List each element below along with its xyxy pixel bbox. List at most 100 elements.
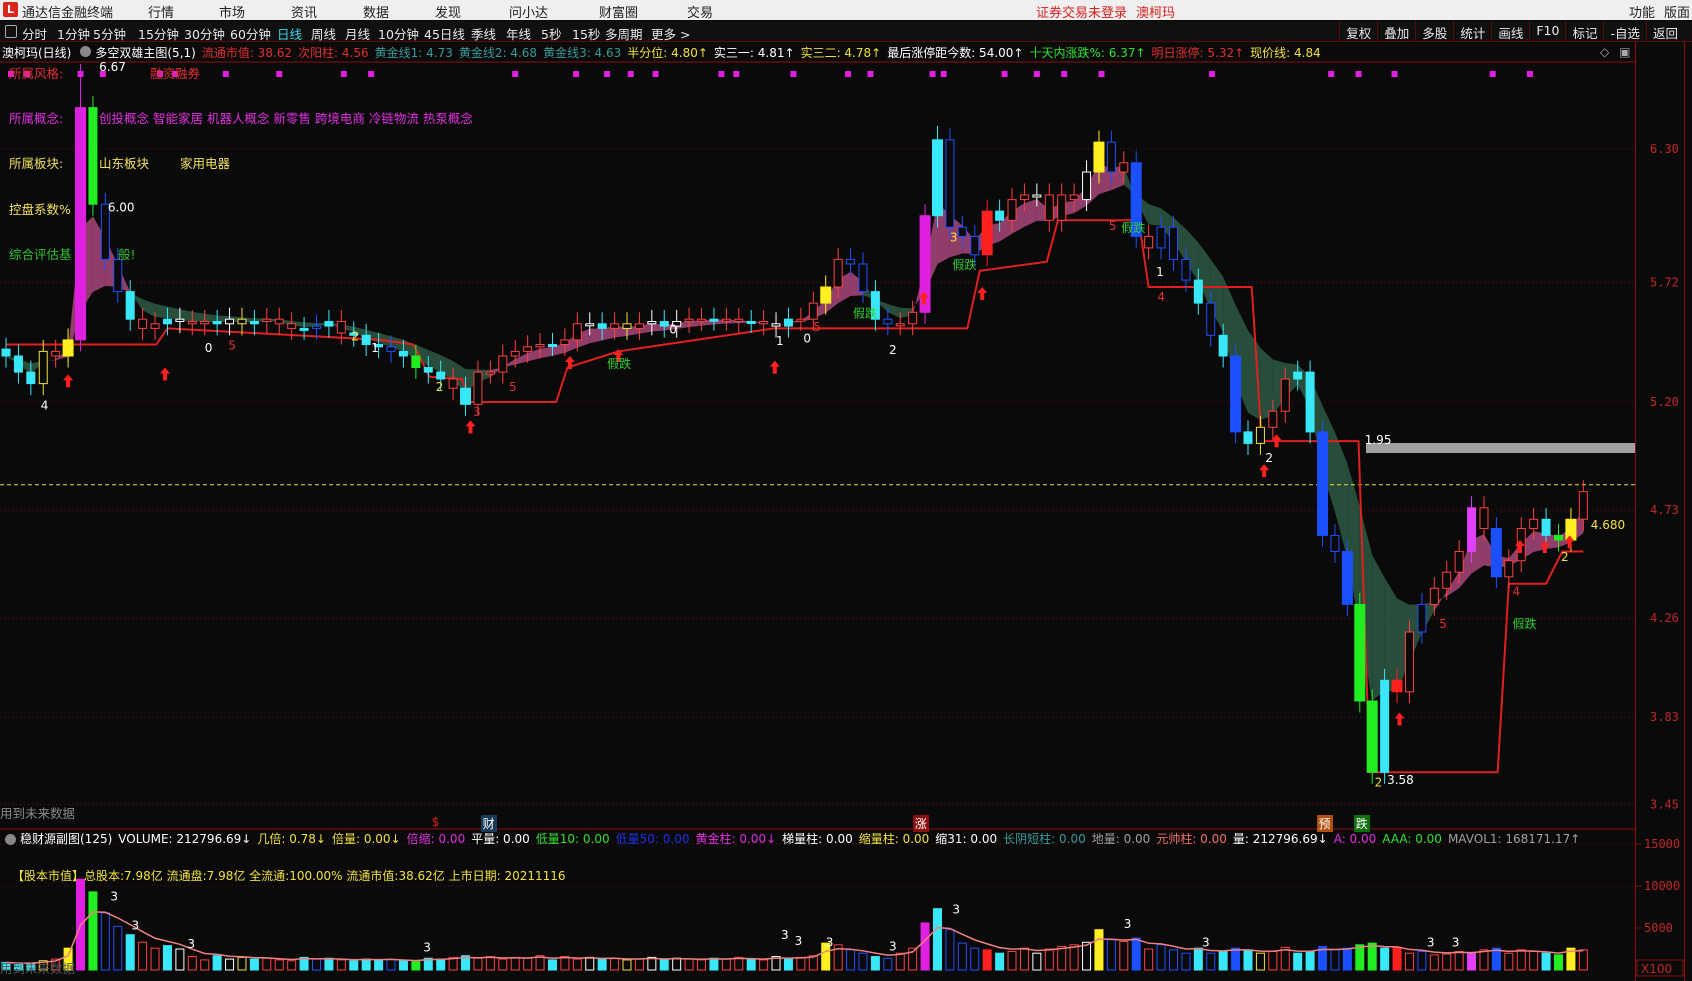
multi-stock-button[interactable]: 多股 (1415, 21, 1453, 42)
trend-ribbon-segment (1024, 199, 1037, 227)
indicator-formula[interactable]: 多空双雄主图(5,1) (95, 46, 196, 60)
period-tab-0[interactable]: 分时 (22, 27, 48, 42)
main-indicator-value-2: 黄金线1: 4.73 (374, 46, 453, 60)
trend-ribbon-segment (1434, 591, 1447, 611)
period-tab-2[interactable]: 5分钟 (93, 27, 126, 42)
volume-formula[interactable]: 稳财源副图(125) (20, 832, 113, 846)
menu-wealth[interactable]: 财富圈 (599, 6, 639, 21)
volume-indicator-value-1: 几倍: 0.78↓ (257, 832, 326, 846)
chart-annotation: 4 (1157, 290, 1165, 304)
period-tab-5[interactable]: 60分钟 (230, 27, 271, 42)
event-tag[interactable]: $ (431, 815, 440, 829)
f10-button[interactable]: F10 (1529, 21, 1565, 42)
period-tab-14[interactable]: 15秒 (572, 27, 601, 42)
volume-bar (461, 955, 471, 971)
candle-body (808, 302, 818, 320)
period-tab-10[interactable]: 45日线 (424, 27, 465, 42)
volume-annotation: 3 (110, 889, 118, 903)
volume-bar (125, 934, 135, 971)
volume-bar (100, 912, 110, 971)
volume-bar (697, 959, 707, 971)
menu-layout[interactable]: 版面 (1664, 6, 1691, 21)
main-indicator-value-0: 流通市值: 38.62 (201, 46, 293, 60)
period-tab-4[interactable]: 30分钟 (184, 27, 225, 42)
candle-body (262, 318, 272, 323)
remove-watchlist-button[interactable]: -自选 (1603, 21, 1646, 42)
event-tag[interactable]: 跌 (1353, 815, 1370, 832)
volume-indicator-menu-icon[interactable] (5, 834, 16, 845)
volume-bar (1168, 949, 1178, 971)
menu-market[interactable]: 市场 (219, 6, 246, 21)
candle-body (1341, 551, 1353, 605)
volume-bar (523, 957, 533, 971)
buy-arrow-icon (1564, 535, 1575, 549)
period-tab-1[interactable]: 1分钟 (57, 27, 90, 42)
period-tab-15[interactable]: 多周期 (605, 27, 643, 42)
event-tag[interactable]: 涨 (912, 815, 929, 832)
indicator-menu-icon[interactable] (80, 46, 92, 57)
mark-button[interactable]: 标记 (1565, 21, 1603, 42)
window-toggle-icon[interactable]: ▣ (1619, 45, 1631, 59)
trend-ribbon-segment (540, 346, 553, 359)
draw-line-button[interactable]: 画线 (1491, 21, 1529, 42)
candle-body (398, 350, 408, 357)
candle-body (1032, 194, 1042, 198)
period-tab-3[interactable]: 15分钟 (138, 27, 179, 42)
price-tick-label: 5.72 (1650, 275, 1679, 289)
volume-bar (138, 941, 148, 971)
concept-label: 所属概念: (9, 111, 64, 126)
signal-dot (1033, 71, 1040, 77)
candle-body (1255, 426, 1265, 444)
period-tab-16[interactable]: 更多 > (651, 27, 691, 42)
volume-bar (187, 956, 197, 971)
trend-ribbon-segment (776, 321, 789, 325)
diamond-icon[interactable]: ◇ (1600, 45, 1610, 59)
menu-news[interactable]: 资讯 (291, 6, 318, 21)
volume-tick-label: 5000 (1644, 921, 1673, 935)
menu-data[interactable]: 数据 (363, 6, 390, 21)
event-tag[interactable]: 财 (480, 815, 497, 832)
period-tab-6[interactable]: 日线 (277, 27, 303, 42)
candle-body (75, 107, 87, 341)
volume-bar (634, 958, 644, 971)
candle-body (1044, 194, 1054, 221)
menu-trade[interactable]: 交易 (687, 6, 714, 21)
candle-body (13, 355, 23, 373)
period-tab-12[interactable]: 年线 (506, 27, 532, 42)
volume-bar (858, 952, 868, 971)
event-tag[interactable]: 预 (1316, 815, 1333, 832)
candle-body (1119, 162, 1129, 173)
period-tab-7[interactable]: 周线 (311, 27, 337, 42)
statistics-button[interactable]: 统计 (1453, 21, 1491, 42)
right-scroll-strip[interactable] (1684, 42, 1692, 981)
period-tab-13[interactable]: 5秒 (541, 27, 562, 42)
candle-body (659, 321, 669, 327)
restore-rights-button[interactable]: 复权 (1339, 21, 1377, 42)
volume-bar (1255, 952, 1265, 971)
candle-body (138, 318, 148, 329)
buy-arrow-icon (1271, 434, 1282, 448)
overlay-button[interactable]: 叠加 (1377, 21, 1415, 42)
period-tab-9[interactable]: 10分钟 (378, 27, 419, 42)
volume-indicator-value-9: 缩量柱: 0.00 (858, 832, 930, 846)
stock-capital-info: 【股本市值】总股本:7.98亿 流通盘:7.98亿 全流通:100.00% 流通… (12, 869, 566, 883)
period-tab-8[interactable]: 月线 (345, 27, 371, 42)
menu-discover[interactable]: 发现 (435, 6, 462, 21)
menu-quotes[interactable]: 行情 (148, 6, 175, 21)
candle-body (908, 311, 918, 325)
chart-annotation: 5 (509, 380, 517, 394)
menu-ask[interactable]: 问小达 (509, 6, 549, 21)
panel-toggle-icon[interactable] (5, 25, 17, 38)
volume-indicator-line: 稳财源副图(125) VOLUME: 212796.69↓ 几倍: 0.78↓ 倍量… (2, 832, 1627, 847)
main-indicator-value-5: 半分位: 4.80↑ (627, 46, 708, 60)
trend-ribbon-segment (515, 352, 528, 365)
login-status[interactable]: 证券交易未登录 (1036, 6, 1128, 21)
period-tab-11[interactable]: 季线 (471, 27, 497, 42)
candle-body (1330, 534, 1340, 553)
volume-bar (510, 956, 520, 971)
menu-functions[interactable]: 功能 (1629, 6, 1656, 21)
signal-dot (573, 71, 580, 77)
back-button[interactable]: 返回 (1645, 21, 1684, 42)
volume-bar (150, 947, 160, 971)
